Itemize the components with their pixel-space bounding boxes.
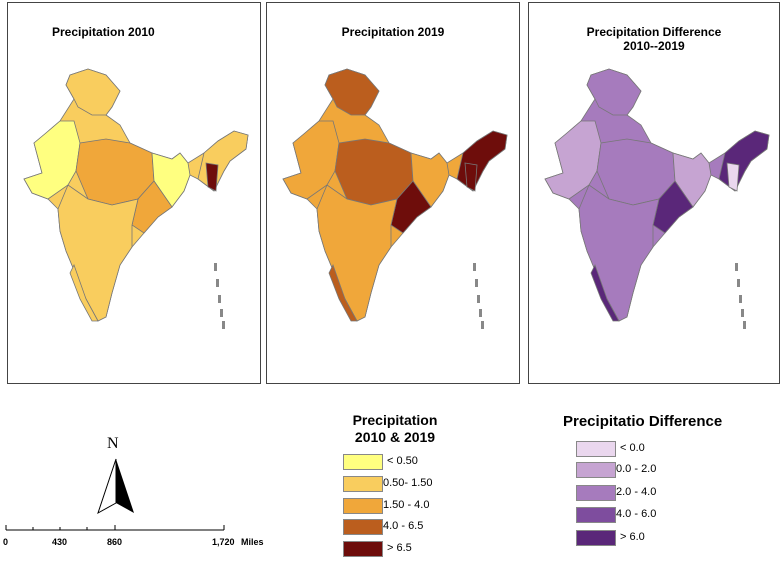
island bbox=[739, 295, 742, 303]
legend-label: 0.50- 1.50 bbox=[383, 477, 433, 489]
map-panel-2010: Precipitation 2010 bbox=[7, 2, 261, 384]
map-regions bbox=[544, 68, 770, 329]
island bbox=[473, 263, 476, 271]
island bbox=[479, 309, 482, 317]
legend-label: 4.0 - 6.0 bbox=[616, 508, 657, 520]
legend-label: < 0.50 bbox=[387, 455, 418, 467]
region-ne_south bbox=[726, 162, 740, 192]
legend-label: > 6.0 bbox=[620, 531, 645, 543]
island bbox=[218, 295, 221, 303]
region-south bbox=[316, 184, 398, 322]
legend-precip-title-line2: 2010 & 2019 bbox=[354, 429, 436, 445]
north-arrow-icon bbox=[97, 458, 134, 515]
scale-bar-graphic bbox=[5, 525, 225, 531]
scale-tick-430: 430 bbox=[52, 537, 68, 547]
island bbox=[475, 279, 478, 287]
panel-title-difference-line1: Precipitation Difference bbox=[586, 25, 722, 39]
north-label: N bbox=[107, 435, 119, 452]
legend-swatch bbox=[343, 498, 383, 514]
panel-title-2010: Precipitation 2010 bbox=[52, 25, 155, 39]
island bbox=[743, 321, 746, 329]
legend-label: 2.0 - 4.0 bbox=[616, 486, 657, 498]
map-panel-difference: Precipitation Difference 2010--2019 bbox=[528, 2, 780, 384]
island bbox=[477, 295, 480, 303]
scale-tick-1720: 1,720 bbox=[212, 537, 235, 547]
panel-title-2019: Precipitation 2019 bbox=[341, 25, 445, 39]
map-panel-2019: Precipitation 2019 bbox=[266, 2, 520, 384]
map-regions bbox=[23, 68, 249, 329]
legend-label: 4.0 - 6.5 bbox=[383, 520, 424, 532]
region-northeast bbox=[718, 130, 770, 192]
legend-swatch bbox=[343, 454, 383, 470]
map-regions bbox=[282, 68, 508, 329]
region-north bbox=[586, 68, 642, 116]
island bbox=[735, 263, 738, 271]
island bbox=[220, 309, 223, 317]
region-north bbox=[65, 68, 121, 116]
region-kerala bbox=[590, 263, 620, 322]
legend-swatch bbox=[576, 462, 616, 478]
legend-diff-title: Precipitatio Difference bbox=[563, 413, 723, 430]
legend-swatch bbox=[576, 507, 616, 523]
island bbox=[741, 309, 744, 317]
region-northeast bbox=[197, 130, 249, 192]
india-map-difference bbox=[544, 68, 770, 329]
panel-title-difference-line2: 2010--2019 bbox=[623, 39, 685, 53]
region-ne_south bbox=[464, 162, 478, 192]
island bbox=[481, 321, 484, 329]
scale-tick-0: 0 bbox=[3, 537, 9, 547]
region-kerala bbox=[328, 263, 358, 322]
legend-precip-title-line1: Precipitation bbox=[352, 412, 438, 428]
legend-swatch bbox=[576, 485, 616, 501]
region-kerala bbox=[69, 263, 99, 322]
region-west bbox=[23, 120, 81, 200]
legend-label: 1.50 - 4.0 bbox=[383, 499, 430, 511]
island bbox=[222, 321, 225, 329]
legend-label: 0.0 - 2.0 bbox=[616, 463, 657, 475]
scale-tick-860: 860 bbox=[107, 537, 123, 547]
island bbox=[214, 263, 217, 271]
region-west bbox=[544, 120, 602, 200]
region-south bbox=[578, 184, 660, 322]
region-north bbox=[324, 68, 380, 116]
island bbox=[216, 279, 219, 287]
scale-units: Miles bbox=[241, 537, 264, 547]
legend-label: < 0.0 bbox=[620, 442, 645, 454]
legend-swatch bbox=[343, 519, 383, 535]
region-south bbox=[57, 184, 139, 322]
region-ne_south bbox=[205, 162, 219, 192]
legend-swatch bbox=[576, 530, 616, 546]
panel-title-difference: Precipitation Difference 2010--2019 bbox=[529, 25, 779, 53]
region-west bbox=[282, 120, 340, 200]
india-map-2019 bbox=[282, 68, 508, 329]
legend-swatch bbox=[343, 541, 383, 557]
region-northeast bbox=[456, 130, 508, 192]
island bbox=[737, 279, 740, 287]
legend-label: > 6.5 bbox=[387, 542, 412, 554]
legend-precip-title: Precipitation 2010 & 2019 bbox=[330, 412, 460, 446]
legend-swatch bbox=[343, 476, 383, 492]
india-map-2010 bbox=[23, 68, 249, 329]
legend-swatch bbox=[576, 441, 616, 457]
